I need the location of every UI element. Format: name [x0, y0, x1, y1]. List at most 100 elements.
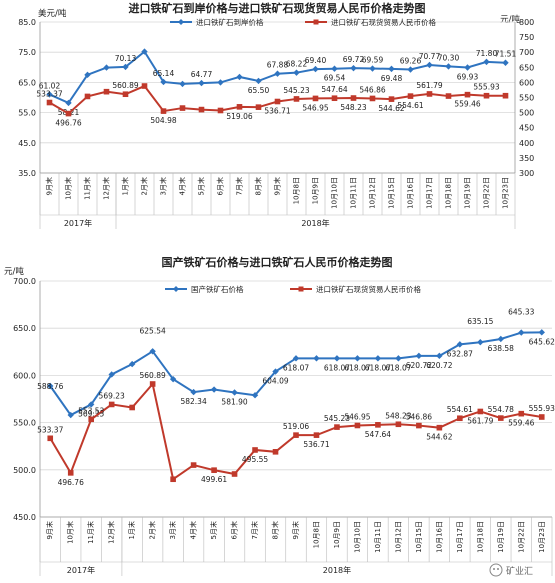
series-point: [170, 476, 176, 483]
series-point: [103, 64, 110, 71]
series-point: [374, 355, 382, 362]
data-label: 546.95: [344, 412, 370, 421]
x-tick-label: 9月末: [273, 177, 282, 195]
chart-layer: 35.0 45.0 55.0 65.0 75.0 85.0 300 350 400 450 500 5…: [13, 17, 555, 576]
x-tick-label: 12月末: [102, 177, 111, 200]
data-label: 70.13: [115, 54, 137, 63]
series-point: [477, 339, 484, 346]
series-point: [407, 93, 414, 99]
data-label: 496.76: [55, 119, 81, 128]
chart1-title: 进口铁矿石到岸价格与进口铁矿石现货贸易人民币价格走势图: [129, 1, 426, 15]
data-label: 545.23: [283, 86, 309, 95]
data-label: 519.06: [226, 112, 252, 121]
series-point: [231, 389, 238, 396]
series-point: [217, 107, 224, 114]
data-label: 554.61: [447, 405, 473, 414]
series-point: [65, 99, 72, 107]
data-label: 569.25: [78, 409, 104, 418]
year-label: 2018年: [323, 565, 351, 575]
series-point: [160, 78, 167, 86]
x-tick-label: 10月12日: [369, 177, 377, 209]
x-tick-label: 10月19日: [497, 521, 505, 553]
data-label: 70.77: [419, 52, 441, 61]
series-point: [141, 83, 148, 89]
series-point: [88, 401, 95, 408]
series-point: [47, 435, 54, 442]
series-point: [350, 64, 357, 72]
data-label: 645.62: [529, 337, 555, 346]
series-point: [313, 432, 320, 438]
data-label: 544.62: [426, 433, 452, 442]
series-point: [128, 360, 136, 368]
x-tick-label: 6月末: [216, 177, 225, 195]
series-point: [477, 408, 484, 415]
chart-2: 450.0 500.0 550.0 600.0 650.0 700.0 9月末 10月末 11月…: [13, 277, 555, 576]
data-label: 581.90: [221, 397, 247, 406]
wechat-icon: [489, 563, 503, 577]
x-tick-label: 4月末: [178, 177, 187, 195]
series-point: [426, 61, 433, 69]
series-point: [252, 447, 258, 453]
year-label: 2017年: [64, 218, 92, 228]
x-tick-label: 10月10日: [353, 521, 361, 553]
y-tick-label: 450.0: [13, 513, 36, 522]
x-tick-label: 10月15日: [388, 177, 396, 209]
x-tick-label: 10月末: [64, 177, 73, 200]
legend-marker: [178, 19, 184, 25]
legend: 进口铁矿石到岸价格 进口铁矿石现货贸易人民币价格: [170, 17, 436, 27]
data-label: 67.88: [267, 61, 289, 70]
series-point: [293, 432, 299, 438]
data-label: 620.72: [426, 361, 452, 370]
x-tick-label: 10月12日: [394, 521, 402, 553]
data-label: 69.48: [381, 74, 403, 83]
x-tick-label: 11月末: [86, 521, 95, 544]
x-tick-label: 10月22日: [483, 177, 491, 209]
data-label: 546.86: [359, 85, 385, 94]
data-label: 625.54: [140, 326, 166, 335]
data-label: 69.54: [324, 74, 346, 83]
series-point: [46, 99, 53, 106]
series-point: [333, 355, 341, 362]
series-point: [498, 415, 504, 421]
x-tick-label: 12月末: [107, 521, 116, 544]
series-point: [313, 355, 320, 362]
series-point: [179, 80, 186, 88]
x-tick-label: 10月17日: [426, 177, 434, 209]
y2-tick-label: 800: [519, 18, 534, 27]
y-tick-label: 550.0: [13, 419, 36, 428]
data-label: 69.72: [343, 55, 365, 64]
data-label: 496.76: [58, 478, 84, 487]
data-label: 545.23: [324, 414, 350, 423]
x-tick-label: 9月末: [45, 521, 54, 539]
x-tick-label: 11月末: [83, 177, 92, 200]
series-point: [179, 105, 186, 111]
series-point: [334, 424, 340, 430]
series-point: [483, 58, 490, 66]
series-point: [160, 108, 167, 114]
series-point: [84, 71, 91, 79]
data-label: 561.79: [467, 416, 493, 425]
x-tick-label: 1月末: [121, 177, 130, 195]
x-tick-label: 10月22日: [517, 521, 525, 553]
x-tick-label: 3月末: [159, 177, 168, 195]
legend-marker: [173, 286, 179, 292]
data-label: 533.37: [36, 90, 62, 99]
data-label: 561.79: [416, 81, 442, 90]
y2-tick-label: 450: [519, 124, 534, 133]
x-tick-label: 10月9日: [333, 521, 341, 548]
x-tick-label: 10月18日: [445, 177, 453, 209]
chart1-left-unit: 美元/吨: [38, 8, 67, 19]
data-label: 69.40: [305, 56, 327, 65]
y2-tick-label: 750: [519, 33, 534, 42]
x-tick-label: 10月15日: [415, 521, 423, 553]
data-label: 560.89: [140, 371, 166, 380]
x-tick-label: 10月8日: [293, 177, 301, 204]
data-label: 548.23: [385, 411, 411, 420]
data-label: 620.72: [406, 361, 432, 370]
series-point: [149, 348, 156, 355]
data-label: 559.46: [454, 100, 480, 109]
series-point: [369, 95, 376, 102]
series-point: [217, 79, 224, 86]
chart-1: 35.0 45.0 55.0 65.0 75.0 85.0 300 350 400 450 500 5…: [18, 17, 534, 229]
